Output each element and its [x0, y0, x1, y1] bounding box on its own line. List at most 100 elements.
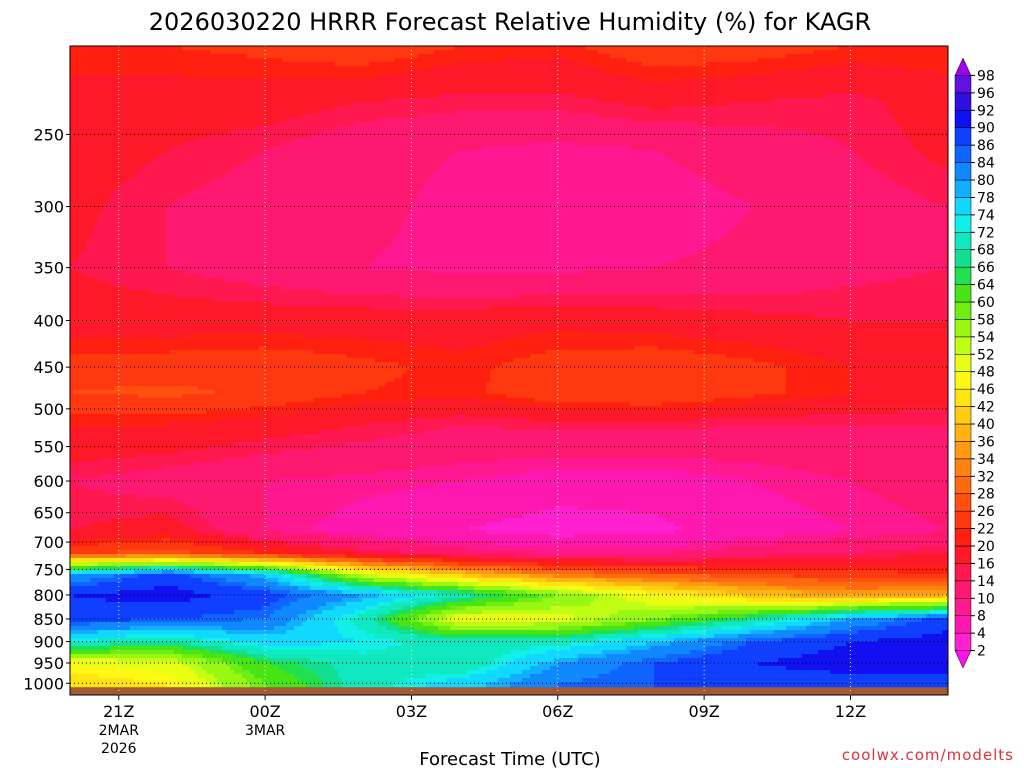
rh-cell: [842, 54, 847, 59]
rh-cell: [350, 114, 355, 119]
rh-cell: [834, 122, 839, 127]
rh-cell: [678, 134, 683, 139]
rh-cell: [326, 74, 331, 79]
rh-cell: [862, 102, 867, 107]
rh-cell: [666, 90, 671, 95]
rh-cell: [458, 122, 463, 127]
rh-cell: [118, 98, 123, 103]
rh-cell: [834, 94, 839, 99]
rh-cell: [194, 74, 199, 79]
rh-cell: [654, 82, 659, 87]
rh-cell: [790, 126, 795, 131]
rh-cell: [518, 78, 523, 83]
rh-cell: [166, 106, 171, 111]
rh-cell: [90, 66, 95, 71]
rh-cell: [574, 114, 579, 119]
rh-cell: [682, 94, 687, 99]
rh-cell: [654, 78, 659, 83]
rh-cell: [318, 62, 323, 67]
rh-cell: [726, 110, 731, 115]
rh-cell: [562, 74, 567, 79]
rh-cell: [878, 94, 883, 99]
rh-cell: [846, 106, 851, 111]
rh-cell: [802, 50, 807, 55]
rh-cell: [122, 78, 127, 83]
rh-cell: [370, 110, 375, 115]
rh-cell: [486, 94, 491, 99]
rh-cell: [178, 110, 183, 115]
rh-cell: [470, 122, 475, 127]
rh-cell: [786, 98, 791, 103]
rh-cell: [898, 114, 903, 119]
rh-cell: [290, 110, 295, 115]
rh-cell: [86, 118, 91, 123]
rh-cell: [658, 118, 663, 123]
rh-cell: [498, 90, 503, 95]
rh-cell: [186, 134, 191, 139]
rh-cell: [794, 126, 799, 131]
rh-cell: [102, 46, 107, 51]
rh-cell: [766, 78, 771, 83]
rh-cell: [618, 70, 623, 75]
rh-cell: [850, 70, 855, 75]
rh-cell: [546, 58, 551, 63]
rh-cell: [818, 94, 823, 99]
rh-cell: [450, 110, 455, 115]
rh-cell: [546, 122, 551, 127]
rh-cell: [286, 90, 291, 95]
rh-cell: [270, 126, 275, 131]
rh-cell: [746, 90, 751, 95]
rh-cell: [214, 114, 219, 119]
rh-cell: [622, 134, 627, 139]
rh-cell: [486, 102, 491, 107]
rh-cell: [74, 82, 79, 87]
rh-cell: [186, 50, 191, 55]
rh-cell: [114, 98, 119, 103]
rh-cell: [414, 82, 419, 87]
rh-cell: [394, 122, 399, 127]
rh-cell: [530, 66, 535, 71]
rh-cell: [642, 102, 647, 107]
rh-cell: [658, 126, 663, 131]
rh-cell: [210, 50, 215, 55]
rh-cell: [886, 114, 891, 119]
rh-cell: [794, 66, 799, 71]
rh-cell: [590, 102, 595, 107]
rh-cell: [262, 50, 267, 55]
rh-cell: [146, 90, 151, 95]
rh-cell: [410, 54, 415, 59]
rh-cell: [906, 62, 911, 67]
rh-cell: [418, 130, 423, 135]
rh-cell: [126, 102, 131, 107]
rh-cell: [846, 46, 851, 51]
rh-cell: [666, 66, 671, 71]
rh-cell: [942, 106, 947, 111]
rh-cell: [214, 74, 219, 79]
rh-cell: [850, 58, 855, 63]
rh-cell: [758, 74, 763, 79]
rh-cell: [274, 90, 279, 95]
rh-cell: [586, 62, 591, 67]
rh-cell: [718, 54, 723, 59]
rh-cell: [154, 66, 159, 71]
rh-cell: [262, 54, 267, 59]
rh-cell: [754, 70, 759, 75]
rh-cell: [842, 118, 847, 123]
rh-cell: [446, 130, 451, 135]
rh-cell: [706, 50, 711, 55]
rh-cell: [418, 54, 423, 59]
rh-cell: [638, 102, 643, 107]
rh-cell: [490, 90, 495, 95]
rh-cell: [230, 110, 235, 115]
rh-cell: [238, 58, 243, 63]
rh-cell: [270, 54, 275, 59]
rh-cell: [110, 54, 115, 59]
rh-cell: [258, 78, 263, 83]
rh-cell: [350, 118, 355, 123]
rh-cell: [378, 50, 383, 55]
rh-cell: [854, 86, 859, 91]
rh-cell: [586, 98, 591, 103]
rh-cell: [254, 78, 259, 83]
rh-cell: [606, 66, 611, 71]
rh-cell: [946, 86, 949, 91]
